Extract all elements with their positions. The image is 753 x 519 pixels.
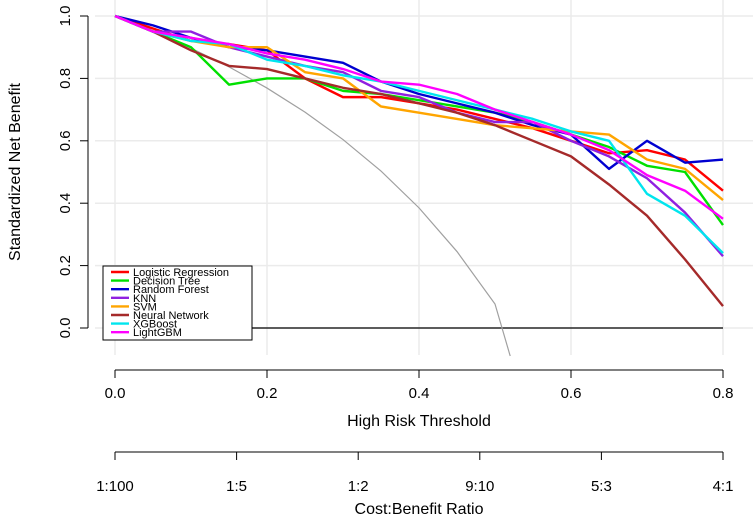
legend-label-svm: SVM (133, 301, 157, 313)
cost-benefit-tick-label: 1:5 (226, 478, 247, 495)
cost-benefit-tick-label: 5:3 (591, 478, 612, 495)
series-line-svm (114, 14, 724, 202)
y-axis: 0.0 0.2 0.4 0.6 0.8 1.0 (57, 6, 89, 339)
x-tick-label: 0.2 (257, 385, 278, 402)
legend-label-decision-tree: Decision Tree (133, 276, 200, 288)
x-axis-title: High Risk Threshold (347, 413, 491, 430)
legend-label-logistic-regression: Logistic Regression (133, 267, 229, 279)
legend-label-knn: KNN (133, 293, 156, 305)
series-line-lightgbm (114, 14, 724, 220)
series-line-neural-network (114, 14, 724, 307)
y-tick-label: 0.6 (57, 130, 74, 151)
cost-benefit-tick-label: 1:2 (348, 478, 369, 495)
legend-box (102, 265, 253, 341)
legend-label-lightgbm: LightGBM (133, 327, 182, 339)
legend-label-neural-network: Neural Network (133, 310, 209, 322)
x-tick-label: 0.4 (409, 385, 430, 402)
y-tick-label: 0.4 (57, 193, 74, 214)
cost-benefit-tick-label: 4:1 (713, 478, 734, 495)
legend-label-random-forest: Random Forest (133, 284, 209, 296)
cost-benefit-axis: 1:100 1:5 1:2 9:10 5:3 4:1 (96, 451, 734, 495)
y-tick-label: 0.0 (57, 318, 74, 339)
cost-benefit-tick-label: 1:100 (96, 478, 134, 495)
series-lines (114, 14, 724, 357)
y-tick-label: 1.0 (57, 6, 74, 27)
legend-label-xgboost: XGBoost (133, 319, 177, 331)
cost-benefit-tick-label: 9:10 (465, 478, 494, 495)
y-axis-title: Standardized Net Benefit (7, 83, 24, 261)
cost-benefit-axis-title: Cost:Benefit Ratio (355, 501, 484, 518)
x-tick-label: 0.8 (713, 385, 734, 402)
x-axis: 0.0 0.2 0.4 0.6 0.8 (105, 369, 734, 402)
y-tick-label: 0.2 (57, 255, 74, 276)
x-tick-label: 0.0 (105, 385, 126, 402)
x-tick-label: 0.6 (561, 385, 582, 402)
y-tick-label: 0.8 (57, 68, 74, 89)
series-line-decision-tree (114, 14, 724, 226)
